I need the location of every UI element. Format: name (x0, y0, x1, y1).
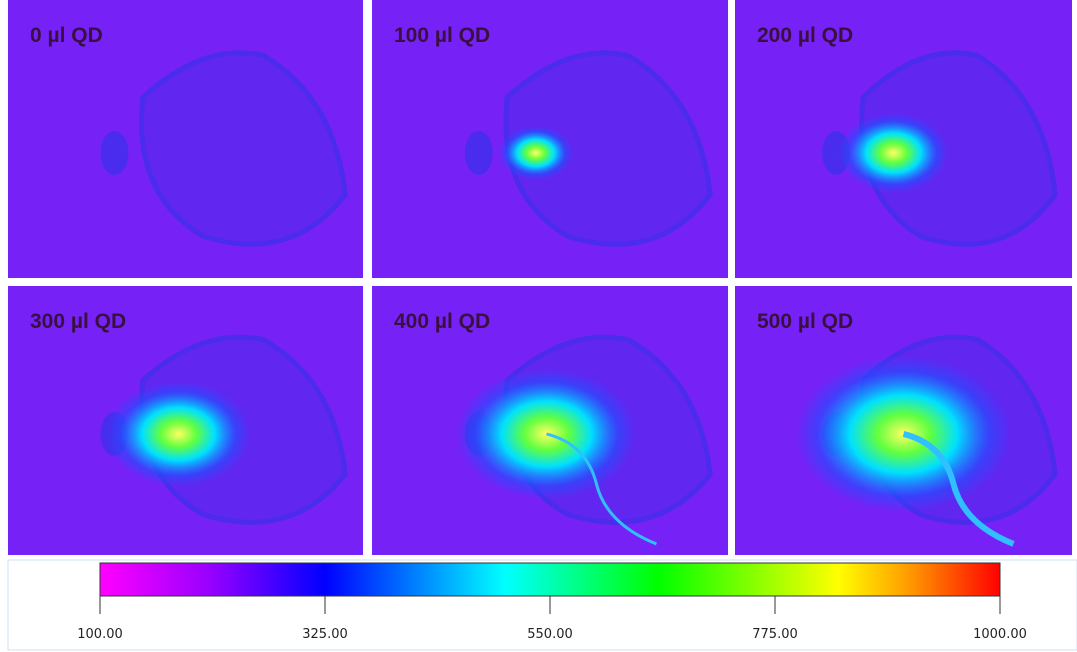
fluorescence (838, 112, 949, 193)
tick-label: 775.00 (752, 627, 798, 642)
tissue-outline (503, 50, 713, 247)
panel-label: 200 µl QD (757, 24, 853, 47)
fluorescence-trail (902, 431, 1015, 547)
panel: 0 µl QD (8, 0, 363, 278)
tissue-spot (464, 130, 493, 175)
panel: 200 µl QD (735, 0, 1072, 278)
panel: 300 µl QD (8, 286, 363, 555)
panel: 100 µl QD (372, 0, 728, 278)
fluorescence-trail (546, 432, 657, 546)
tick-label: 325.00 (302, 627, 348, 642)
panel-label: 300 µl QD (30, 310, 126, 333)
tick-label: 1000.00 (973, 627, 1027, 642)
tissue-spot (100, 130, 129, 175)
panel: 400 µl QD (372, 286, 728, 555)
panel-label: 100 µl QD (394, 24, 490, 47)
tick-label: 100.00 (77, 627, 123, 642)
panel-label: 400 µl QD (394, 310, 490, 333)
panel-label: 0 µl QD (30, 24, 103, 47)
fluorescence (498, 125, 574, 181)
fluorescence (105, 381, 252, 487)
tick-label: 550.00 (527, 627, 573, 642)
panel: 500 µl QD (735, 286, 1072, 555)
colorbar (99, 562, 1001, 597)
panel-label: 500 µl QD (757, 310, 853, 333)
tissue-outline (859, 50, 1058, 247)
tissue-outline (139, 50, 348, 247)
fluorescence (795, 355, 1012, 513)
